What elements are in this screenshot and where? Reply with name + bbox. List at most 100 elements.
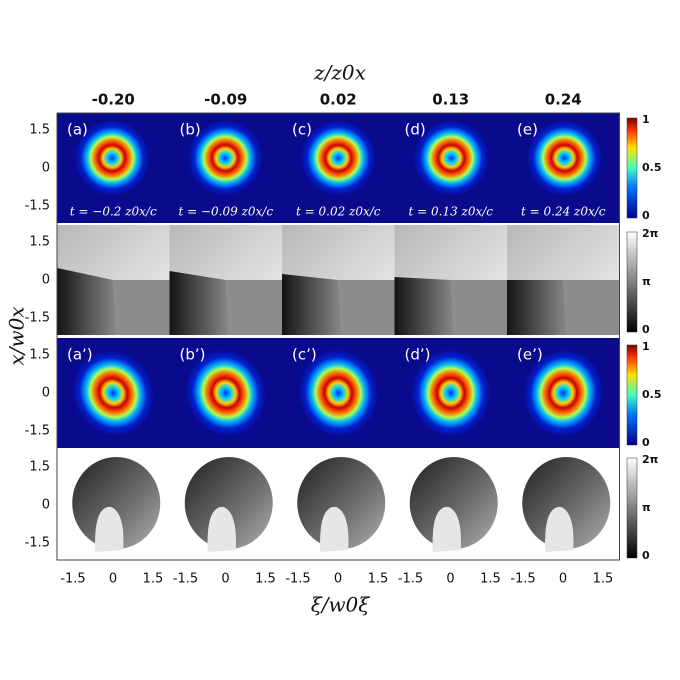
- colorbar-tick-label: π: [642, 275, 651, 288]
- phase-dark: [394, 277, 455, 335]
- phase-lobe: [320, 506, 349, 552]
- phase-lobe: [95, 506, 124, 552]
- phase-dark: [282, 274, 343, 335]
- y-tick-label: 0: [42, 161, 50, 176]
- x-tick-label: 1.5: [593, 572, 614, 587]
- x-tick-label: 0: [446, 572, 454, 587]
- colorbar-tick-label: 0: [642, 549, 650, 562]
- colorbar-tick-label: 0: [642, 209, 650, 222]
- panel: [394, 450, 507, 560]
- panel: [507, 113, 620, 223]
- y-axis-label: x/w0x: [5, 306, 29, 365]
- panel-label: (b’): [180, 346, 206, 364]
- column-header: 0.24: [545, 91, 582, 109]
- column-header: 0.02: [320, 91, 357, 109]
- panel: [394, 225, 507, 335]
- panel: [57, 338, 170, 448]
- y-tick-label: 0: [42, 498, 50, 513]
- panel: [57, 225, 170, 335]
- x-tick-label: -1.5: [510, 572, 535, 587]
- intensity-ring: [410, 349, 491, 437]
- phase-dark: [169, 271, 230, 335]
- colorbar-tick-label: 2π: [642, 227, 659, 240]
- x-tick-label: 1.5: [480, 572, 501, 587]
- y-tick-label: -1.5: [25, 199, 50, 214]
- colorbar-tick-label: 1: [642, 340, 650, 353]
- intensity-ring: [185, 349, 267, 437]
- panel-label: (d): [405, 121, 426, 139]
- intensity-ring: [523, 349, 604, 437]
- colorbar-tick-label: 2π: [642, 453, 659, 466]
- panel: [282, 338, 395, 448]
- phase-disc: [184, 457, 273, 549]
- panel: [169, 450, 282, 560]
- x-tick-label: -1.5: [285, 572, 310, 587]
- x-tick-label: 0: [334, 572, 342, 587]
- colorbar-tick-label: 0: [642, 436, 650, 449]
- y-tick-label: 1.5: [29, 460, 50, 475]
- y-tick-label: 0: [42, 386, 50, 401]
- colorbar: [626, 344, 638, 446]
- colorbar-tick-label: 0.5: [642, 161, 662, 174]
- intensity-ring: [187, 120, 264, 196]
- colorbar: [626, 231, 638, 333]
- phase-lobe: [432, 506, 461, 552]
- phase-dark: [57, 268, 118, 335]
- panel: [282, 450, 395, 560]
- x-tick-label: 1.5: [143, 572, 164, 587]
- y-tick-label: 1.5: [29, 235, 50, 250]
- phase-disc: [72, 457, 161, 549]
- colorbar-tick-label: π: [642, 501, 651, 514]
- x-axis-label: ξ/w0ξ: [311, 593, 371, 617]
- x-tick-label: 0: [559, 572, 567, 587]
- phase-disc: [409, 457, 498, 549]
- intensity-ring: [74, 120, 151, 196]
- intensity-ring: [300, 120, 377, 196]
- colorbar-tick-label: 0: [642, 323, 650, 336]
- panel: [394, 338, 507, 448]
- x-tick-label: -1.5: [173, 572, 198, 587]
- phase-disc: [297, 457, 386, 549]
- y-tick-label: -1.5: [25, 536, 50, 551]
- x-tick-label: -1.5: [60, 572, 85, 587]
- panel: [169, 338, 282, 448]
- top-axis-label: z/z0x: [313, 61, 366, 85]
- panel: [169, 225, 282, 335]
- time-label: t = 0.02 z0x/c: [296, 205, 381, 219]
- panel: [282, 225, 395, 335]
- colorbar: [626, 117, 638, 219]
- column-header: -0.20: [92, 91, 135, 109]
- column-header: 0.13: [432, 91, 469, 109]
- panel-frame: [56, 112, 620, 561]
- x-tick-label: 1.5: [255, 572, 276, 587]
- y-tick-label: 0: [42, 273, 50, 288]
- x-tick-label: -1.5: [398, 572, 423, 587]
- column-header: -0.09: [204, 91, 247, 109]
- panel-label: (a): [67, 121, 88, 139]
- x-tick-label: 0: [221, 572, 229, 587]
- time-label: t = 0.13 z0x/c: [408, 205, 493, 219]
- intensity-ring: [298, 349, 379, 437]
- y-tick-label: 1.5: [29, 123, 50, 138]
- phase-lobe: [207, 506, 236, 552]
- panel: [507, 450, 620, 560]
- panel: [507, 338, 620, 448]
- panel: [169, 113, 282, 223]
- time-label: t = 0.24 z0x/c: [521, 205, 606, 219]
- panel-label: (a’): [67, 346, 93, 364]
- intensity-ring: [413, 120, 490, 196]
- phase-dark: [507, 280, 568, 335]
- panel-label: (e): [517, 121, 538, 139]
- y-tick-label: -1.5: [25, 424, 50, 439]
- time-label: t = −0.2 z0x/c: [70, 205, 157, 219]
- panel: [507, 225, 620, 335]
- panel-label: (c): [292, 121, 312, 139]
- y-tick-label: 1.5: [29, 348, 50, 363]
- intensity-ring: [72, 349, 155, 437]
- colorbar-tick-label: 1: [642, 113, 650, 126]
- panel: [394, 113, 507, 223]
- panel-label: (c’): [292, 346, 317, 364]
- phase-lobe: [545, 506, 574, 552]
- panel-label: (d’): [405, 346, 431, 364]
